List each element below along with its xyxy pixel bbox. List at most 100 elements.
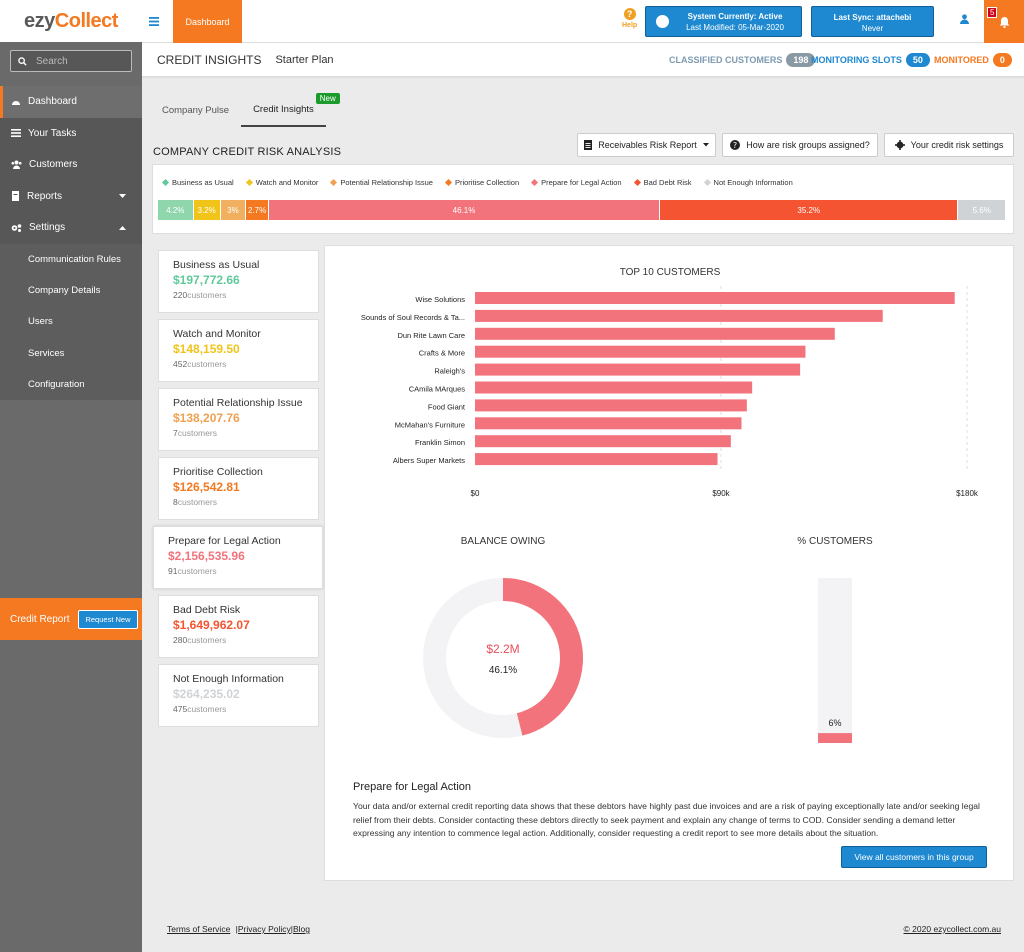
card-count: 475 xyxy=(173,704,188,714)
user-icon[interactable] xyxy=(960,14,969,27)
monitored[interactable]: MONITORED 0 xyxy=(934,52,1012,67)
receivables-risk-report-button[interactable]: Receivables Risk Report xyxy=(577,133,716,157)
reports-icon xyxy=(12,191,19,202)
view-customers-button[interactable]: View all customers in this group xyxy=(841,846,987,868)
customer-bar[interactable] xyxy=(475,345,806,358)
legend-label: Prepare for Legal Action xyxy=(541,178,622,187)
sidebar-item-services[interactable]: Services xyxy=(0,337,142,369)
tab-label: Credit Insights xyxy=(253,104,314,115)
group-detail-panel: TOP 10 CUSTOMERS Wise Solutions Sounds of… xyxy=(324,245,1014,881)
status-indicator-icon xyxy=(656,15,669,28)
logo[interactable]: ezy Collect xyxy=(0,0,142,42)
risk-segment[interactable]: 5.6% xyxy=(958,200,1006,220)
search-input[interactable]: Search xyxy=(10,50,132,72)
legend-marker-icon xyxy=(531,178,539,187)
legend-marker-icon xyxy=(703,178,711,187)
risk-group-card[interactable]: Business as Usual $197,772.66 220customers xyxy=(158,250,319,313)
section-title: COMPANY CREDIT RISK ANALYSIS xyxy=(153,146,342,158)
help-icon: ? xyxy=(623,8,636,20)
system-status-box[interactable]: System Currently: Active Last Modified: … xyxy=(645,6,802,37)
risk-segment[interactable]: 3% xyxy=(220,200,247,220)
legend-marker-icon xyxy=(444,178,452,187)
monitoring-slots[interactable]: MONITORING SLOTS 50 xyxy=(811,52,930,67)
request-new-button[interactable]: Request New xyxy=(78,609,138,629)
category-label: CAmila MArques xyxy=(409,385,466,394)
risk-group-card[interactable]: Potential Relationship Issue $138,207.76 7… xyxy=(158,388,319,451)
tab-credit-insights[interactable]: Credit Insights New xyxy=(241,93,340,127)
copyright: © 2020 ezycollect.com.au xyxy=(903,924,1001,934)
classified-label: CLASSIFIED CUSTOMERS xyxy=(669,54,783,65)
risk-group-card[interactable]: Prioritise Collection $126,542.81 8custome… xyxy=(158,457,319,520)
sidebar-item-users[interactable]: Users xyxy=(0,306,142,338)
risk-segment[interactable]: 35.2% xyxy=(659,200,959,220)
sub-label: Services xyxy=(28,347,65,359)
credit-risk-settings-button[interactable]: Your credit risk settings xyxy=(884,133,1014,157)
card-count: 452 xyxy=(173,359,188,369)
customer-bar[interactable] xyxy=(475,399,747,412)
help-button[interactable]: ? Help xyxy=(622,8,637,29)
risk-segment[interactable]: 3.2% xyxy=(193,200,221,220)
nav-label: Your Tasks xyxy=(28,127,77,139)
risk-segment[interactable]: 46.1% xyxy=(269,200,660,220)
card-count-suffix: customers xyxy=(177,566,217,576)
sub-label: Company Details xyxy=(28,284,101,296)
customer-bar[interactable] xyxy=(475,363,801,376)
sidebar-item-communication-rules[interactable]: Communication Rules xyxy=(0,243,142,275)
risk-group-card[interactable]: Not Enough Information $264,235.02 475cust… xyxy=(158,664,319,727)
new-badge: New xyxy=(315,93,340,104)
category-label: Albers Super Markets xyxy=(393,456,465,465)
customer-bar[interactable] xyxy=(475,327,835,340)
x-tick-label: $180k xyxy=(956,489,979,498)
top-bar: Dashboard ? Help System Currently: Activ… xyxy=(142,0,1024,43)
sidebar-item-company-details[interactable]: Company Details xyxy=(0,274,142,307)
last-sync: Last Sync: attachebi xyxy=(833,13,912,22)
card-count: 8 xyxy=(173,497,178,507)
nav-customers[interactable]: Customers xyxy=(0,149,142,181)
donut-slice[interactable] xyxy=(503,578,583,736)
risk-segment[interactable]: 2.7% xyxy=(246,200,270,220)
risk-group-card[interactable]: Prepare for Legal Action $2,156,535.96 91c… xyxy=(153,526,323,589)
blog-link[interactable]: |Blog xyxy=(290,924,311,934)
notifications-button[interactable]: 5 xyxy=(984,0,1024,43)
classified-customers[interactable]: CLASSIFIED CUSTOMERS 198 xyxy=(669,52,816,67)
card-amount: $148,159.50 xyxy=(173,342,240,356)
sidebar-item-configuration[interactable]: Configuration xyxy=(0,368,142,400)
risk-group-card[interactable]: Bad Debt Risk $1,649,962.07 280customers xyxy=(158,595,319,658)
customers-icon xyxy=(11,160,22,170)
dashboard-tab[interactable]: Dashboard xyxy=(173,0,242,43)
card-count: 7 xyxy=(173,428,178,438)
category-label: Dun Rite Lawn Care xyxy=(397,331,465,340)
dashboard-icon xyxy=(12,100,20,105)
slots-count-badge: 50 xyxy=(905,52,930,67)
customer-bar[interactable] xyxy=(475,435,731,448)
footer: Terms of Service |Privacy Policy|Blog © … xyxy=(167,924,1001,934)
tab-company-pulse[interactable]: Company Pulse xyxy=(150,94,241,127)
last-sync-box[interactable]: Last Sync: attachebi Never xyxy=(811,6,934,37)
card-amount: $126,542.81 xyxy=(173,480,240,494)
question-circle-icon: ? xyxy=(730,140,741,150)
balance-owing-title: BALANCE OWING xyxy=(460,536,546,547)
caret-down-icon xyxy=(702,143,709,147)
group-description-text: Your data and/or external credit reporti… xyxy=(353,801,980,838)
customer-bar[interactable] xyxy=(475,309,883,322)
customer-bar[interactable] xyxy=(475,381,753,394)
customer-bar[interactable] xyxy=(475,292,955,304)
privacy-link[interactable]: |Privacy Policy xyxy=(235,924,291,934)
nav-settings[interactable]: Settings xyxy=(0,212,142,244)
customer-bar[interactable] xyxy=(475,453,718,466)
customer-bar[interactable] xyxy=(475,417,742,430)
terms-link[interactable]: Terms of Service xyxy=(167,924,231,934)
hamburger-menu-icon[interactable] xyxy=(149,13,159,30)
card-title: Business as Usual xyxy=(173,259,260,271)
how-risk-groups-button[interactable]: ? How are risk groups assigned? xyxy=(722,133,878,157)
nav-reports[interactable]: Reports xyxy=(0,181,142,213)
credit-report-bar: Credit Report Request New xyxy=(0,598,142,640)
risk-segment[interactable]: 4.2% xyxy=(158,200,194,220)
category-label: Franklin Simon xyxy=(415,438,465,447)
logo-text-a: ezy xyxy=(24,9,55,32)
nav-dashboard[interactable]: Dashboard xyxy=(0,86,142,118)
nav-your-tasks[interactable]: Your Tasks xyxy=(0,118,142,150)
tasks-icon xyxy=(11,129,21,138)
pct-bar-fill[interactable] xyxy=(818,733,852,743)
risk-group-card[interactable]: Watch and Monitor $148,159.50 452customers xyxy=(158,319,319,382)
